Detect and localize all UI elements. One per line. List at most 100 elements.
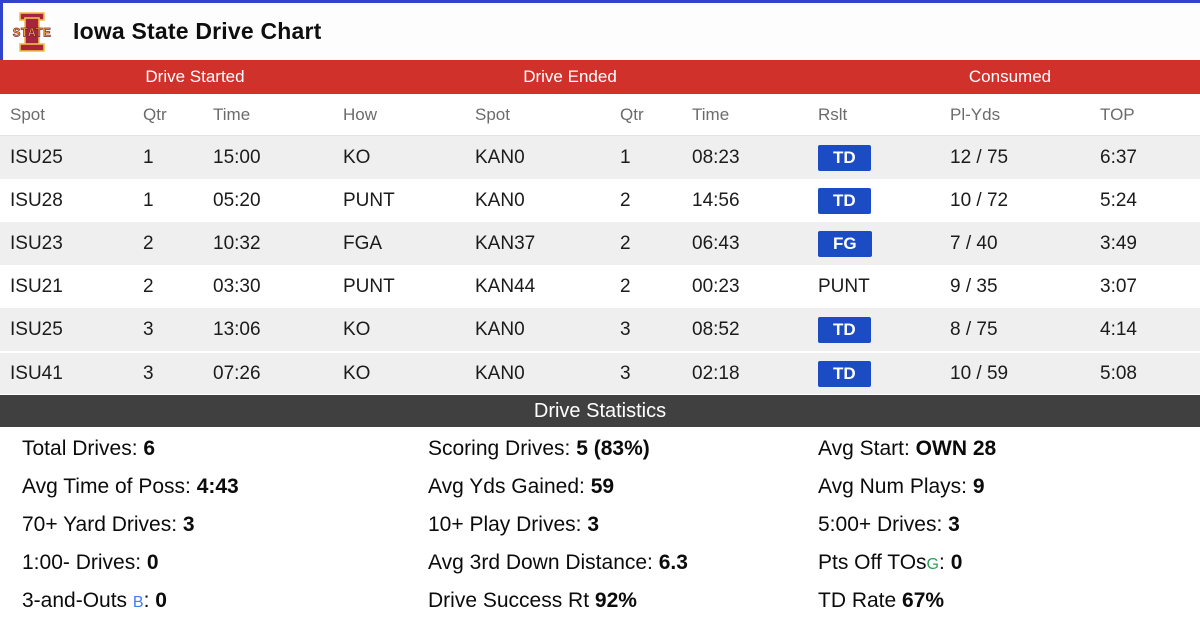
cell-start-spot: ISU25 — [10, 318, 63, 340]
cell-pl-yds: 7 / 40 — [950, 232, 998, 254]
cell-end-time: 02:18 — [692, 362, 740, 384]
cell-top: 4:14 — [1100, 318, 1137, 340]
stat-value: 59 — [590, 475, 615, 498]
stat-value: 4:43 — [196, 475, 239, 498]
cell-start-spot: ISU21 — [10, 275, 63, 297]
cell-rslt: FG — [818, 230, 950, 257]
drive-table: Drive Started Drive Ended Consumed Spot Q… — [0, 60, 1200, 394]
cell-start-spot: ISU25 — [10, 146, 63, 168]
cell-end-qtr: 2 — [620, 232, 631, 254]
cell-pl-yds: 12 / 75 — [950, 146, 1009, 168]
result-badge: TD — [818, 316, 871, 343]
iowa-state-logo: STATE — [8, 7, 56, 56]
stat-value: 9 — [972, 475, 985, 498]
cell-end-time: 00:23 — [692, 275, 740, 297]
cell-start-time: 10:32 — [213, 232, 261, 254]
cell-end-time: 08:23 — [692, 146, 740, 168]
cell-end-qtr: 3 — [620, 318, 631, 340]
cell-start-qtr: 2 — [143, 232, 154, 254]
cell-how: KO — [343, 362, 371, 384]
result-badge: TD — [818, 187, 871, 214]
stat-value: 6.3 — [658, 551, 688, 574]
stat-value: 0 — [950, 551, 963, 574]
drive-row-4: ISU21 2 03:30 PUNT KAN44 2 00:23 PUNT 9 / 35 3:07 — [0, 265, 1200, 308]
drive-table-body: ISU25 1 15:00 KO KAN0 1 08:23 TD 12 / 75 6:37 ISU2… — [0, 136, 1200, 394]
cell-rslt: PUNT — [818, 275, 870, 297]
drive-statistics-grid: Total Drives: 6 Scoring Drives: 5 (83%) Av… — [0, 427, 1200, 620]
column-header-qtr-1: Qtr — [143, 104, 167, 124]
cell-pl-yds: 9 / 35 — [950, 275, 998, 297]
stat-value: 3 — [948, 513, 960, 536]
drive-statistics-bar: Drive Statistics — [0, 395, 1200, 427]
cell-end-time: 08:52 — [692, 318, 740, 340]
cell-start-spot: ISU41 — [10, 362, 63, 384]
cell-end-spot: KAN0 — [475, 189, 525, 211]
column-header-spot-4: Spot — [475, 104, 510, 124]
stat-value: 67% — [902, 589, 945, 612]
stat-value: 0 — [155, 589, 167, 612]
cell-how: PUNT — [343, 275, 395, 297]
cell-start-time: 03:30 — [213, 275, 261, 297]
column-header-spot-0: Spot — [10, 104, 45, 124]
stat-item-8: 5:00+ Drives: 3 — [818, 513, 960, 536]
stat-item-10: Avg 3rd Down Distance: 6.3 — [428, 551, 688, 574]
cell-rslt: TD — [818, 316, 950, 343]
cell-top: 6:37 — [1100, 146, 1137, 168]
cell-end-spot: KAN0 — [475, 146, 525, 168]
stat-item-2: Avg Start: OWN 28 — [818, 437, 997, 460]
cell-top: 3:07 — [1100, 275, 1137, 297]
column-header-pl-yds-8: Pl-Yds — [950, 104, 1001, 124]
drive-row-2: ISU28 1 05:20 PUNT KAN0 2 14:56 TD 10 / 72 5:24 — [0, 179, 1200, 222]
stat-value: 5 (83%) — [576, 437, 650, 460]
drive-row-1: ISU25 1 15:00 KO KAN0 1 08:23 TD 12 / 75 6:37 — [0, 136, 1200, 179]
cell-how: PUNT — [343, 189, 395, 211]
stat-value: 3 — [587, 513, 600, 536]
stat-item-0: Total Drives: 6 — [22, 437, 156, 460]
column-header-top-9: TOP — [1100, 104, 1135, 124]
group-header-drive-ended: Drive Ended — [523, 67, 617, 86]
column-header-time-2: Time — [213, 104, 251, 124]
cell-start-qtr: 1 — [143, 146, 154, 168]
stat-item-11: Pts Off TOsG: 0 — [818, 551, 963, 574]
group-header-bar: Drive Started Drive Ended Consumed — [0, 60, 1200, 94]
cell-start-qtr: 3 — [143, 362, 154, 384]
column-header-rslt-7: Rslt — [818, 104, 848, 124]
cell-end-qtr: 3 — [620, 362, 631, 384]
drive-row-6: ISU41 3 07:26 KO KAN0 3 02:18 TD 10 / 59 5:08 — [0, 351, 1200, 394]
stat-item-14: TD Rate 67% — [818, 589, 945, 612]
stat-value: OWN 28 — [915, 437, 997, 460]
cell-start-time: 07:26 — [213, 362, 261, 384]
svg-text:STATE: STATE — [13, 27, 52, 39]
cell-rslt: TD — [818, 144, 950, 171]
cell-rslt: TD — [818, 360, 950, 387]
cell-end-spot: KAN44 — [475, 275, 536, 297]
cell-pl-yds: 10 / 72 — [950, 189, 1009, 211]
cell-start-time: 05:20 — [213, 189, 261, 211]
stat-item-3: Avg Time of Poss: 4:43 — [22, 475, 239, 498]
cell-how: FGA — [343, 232, 383, 254]
page-title: Iowa State Drive Chart — [73, 18, 322, 44]
cell-end-qtr: 2 — [620, 189, 631, 211]
cell-end-qtr: 2 — [620, 275, 631, 297]
app-header: STATE Iowa State Drive Chart — [0, 3, 1200, 60]
cell-start-spot: ISU28 — [10, 189, 63, 211]
cell-start-time: 13:06 — [213, 318, 261, 340]
column-header-how-3: How — [343, 104, 378, 124]
cell-end-time: 06:43 — [692, 232, 740, 254]
result-badge: TD — [818, 144, 871, 171]
stat-item-5: Avg Num Plays: 9 — [818, 475, 985, 498]
stat-item-9: 1:00- Drives: 0 — [22, 551, 159, 574]
cell-end-time: 14:56 — [692, 189, 740, 211]
group-header-drive-started: Drive Started — [145, 67, 245, 86]
result-badge: TD — [818, 360, 871, 387]
cell-top: 3:49 — [1100, 232, 1137, 254]
cell-rslt: TD — [818, 187, 950, 214]
cell-start-qtr: 3 — [143, 318, 154, 340]
cell-end-qtr: 1 — [620, 146, 631, 168]
cell-end-spot: KAN0 — [475, 362, 525, 384]
stat-value: 92% — [594, 589, 637, 612]
cell-start-qtr: 1 — [143, 189, 154, 211]
cell-start-spot: ISU23 — [10, 232, 63, 254]
column-header-time-6: Time — [692, 104, 730, 124]
cell-how: KO — [343, 318, 371, 340]
